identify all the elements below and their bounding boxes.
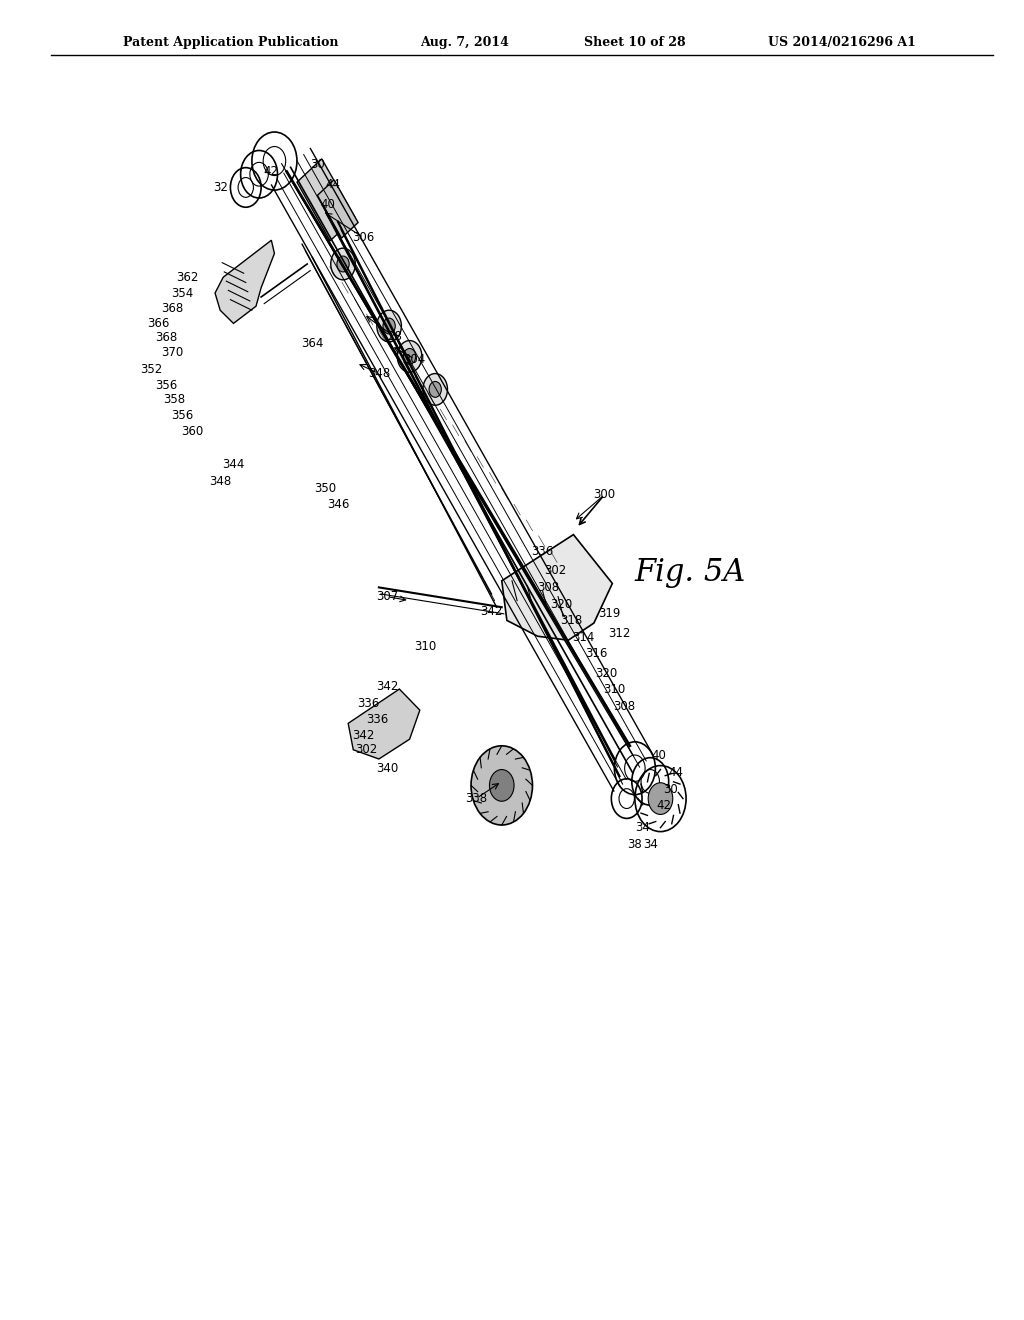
Circle shape (423, 374, 447, 405)
Text: 346: 346 (327, 498, 349, 511)
Text: 30: 30 (310, 158, 325, 172)
Circle shape (489, 770, 514, 801)
Text: Sheet 10 of 28: Sheet 10 of 28 (584, 36, 685, 49)
Text: 340: 340 (376, 762, 398, 775)
Polygon shape (215, 240, 274, 323)
Text: 302: 302 (544, 564, 566, 577)
Text: 28: 28 (387, 330, 401, 343)
Text: 40: 40 (321, 198, 335, 211)
Text: 32: 32 (213, 181, 227, 194)
Text: 34: 34 (636, 821, 650, 834)
Circle shape (471, 746, 532, 825)
Text: 308: 308 (613, 700, 636, 713)
Text: 42: 42 (264, 165, 279, 178)
Text: 338: 338 (465, 792, 487, 805)
Text: 34: 34 (643, 838, 657, 851)
Text: 362: 362 (176, 271, 199, 284)
Text: 38: 38 (628, 838, 642, 851)
Circle shape (377, 310, 401, 342)
Polygon shape (502, 535, 612, 640)
Circle shape (331, 248, 355, 280)
Text: 360: 360 (181, 425, 204, 438)
Text: 354: 354 (171, 286, 194, 300)
Text: 342: 342 (376, 680, 398, 693)
Text: 302: 302 (355, 743, 378, 756)
Circle shape (648, 783, 673, 814)
Text: Aug. 7, 2014: Aug. 7, 2014 (420, 36, 509, 49)
Circle shape (403, 348, 416, 364)
Text: Patent Application Publication: Patent Application Publication (123, 36, 338, 49)
Circle shape (429, 381, 441, 397)
Polygon shape (348, 689, 420, 759)
Text: 320: 320 (550, 598, 572, 611)
Text: 310: 310 (414, 640, 436, 653)
Text: 356: 356 (155, 379, 177, 392)
Text: 44: 44 (669, 766, 683, 779)
Text: 40: 40 (651, 748, 666, 762)
Text: 310: 310 (603, 682, 626, 696)
Text: 300: 300 (593, 488, 615, 502)
Text: 366: 366 (147, 317, 170, 330)
Text: 352: 352 (140, 363, 163, 376)
Text: 336: 336 (357, 697, 380, 710)
Text: US 2014/0216296 A1: US 2014/0216296 A1 (768, 36, 915, 49)
Text: 314: 314 (572, 631, 595, 644)
Text: 348: 348 (209, 475, 231, 488)
Text: 336: 336 (366, 713, 388, 726)
Text: 30: 30 (664, 783, 678, 796)
Text: 308: 308 (537, 581, 559, 594)
Text: 368: 368 (161, 302, 183, 315)
Text: 319: 319 (598, 607, 621, 620)
Text: 44: 44 (326, 178, 340, 191)
Text: 42: 42 (656, 799, 671, 812)
Text: 368: 368 (155, 331, 177, 345)
Text: Fig. 5A: Fig. 5A (635, 557, 746, 587)
Text: 342: 342 (480, 605, 503, 618)
Text: 342: 342 (352, 729, 375, 742)
Text: 344: 344 (222, 458, 245, 471)
Polygon shape (297, 158, 355, 240)
Text: 348: 348 (368, 367, 390, 380)
Text: 304: 304 (403, 352, 426, 366)
Text: 356: 356 (171, 409, 194, 422)
Circle shape (383, 318, 395, 334)
Text: 350: 350 (314, 482, 337, 495)
Text: 307: 307 (376, 590, 398, 603)
Text: 370: 370 (161, 346, 183, 359)
Text: 320: 320 (595, 667, 617, 680)
Circle shape (397, 341, 422, 372)
Text: 316: 316 (585, 647, 607, 660)
Text: 312: 312 (608, 627, 631, 640)
Circle shape (337, 256, 349, 272)
Text: 306: 306 (352, 231, 375, 244)
Text: 318: 318 (560, 614, 583, 627)
Text: 358: 358 (163, 393, 185, 407)
Text: 336: 336 (531, 545, 554, 558)
Polygon shape (317, 180, 358, 238)
Text: 364: 364 (301, 337, 324, 350)
